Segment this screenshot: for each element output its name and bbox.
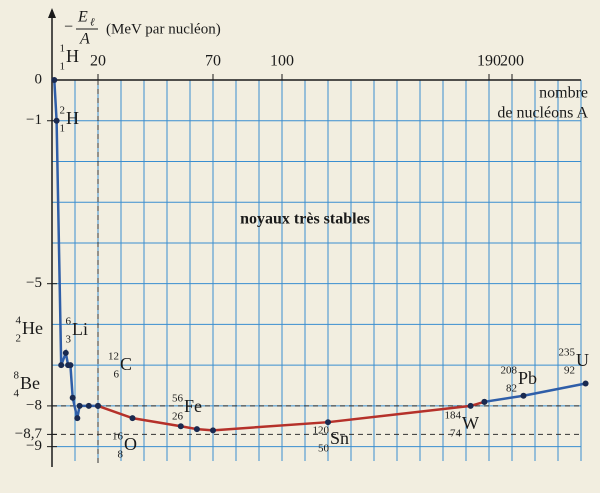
data-point [582, 380, 589, 387]
nuclide-symbol: H [66, 46, 79, 66]
nuclide-charge: 3 [66, 334, 72, 346]
data-point [520, 392, 527, 399]
nuclide-mass: 8 [14, 370, 20, 382]
y-label-subscript: ℓ [90, 17, 95, 29]
nuclide-symbol: W [462, 413, 479, 433]
nuclide-mass: 12 [108, 351, 119, 363]
nuclide-symbol: C [120, 354, 132, 374]
x-tick-label: 20 [90, 53, 106, 70]
nuclide-mass: 6 [66, 316, 72, 328]
y-label-sign: − [64, 19, 73, 36]
grid [52, 80, 582, 461]
nuclide-charge: 2 [16, 333, 22, 345]
data-point [325, 419, 331, 426]
data-point [76, 402, 83, 409]
x-tick-label: 190 [477, 53, 501, 70]
x-tick-label: 100 [270, 53, 294, 70]
y-label-numerator: E [77, 9, 88, 26]
nuclide-charge: 1 [60, 61, 66, 73]
data-point [69, 394, 76, 401]
nuclide-charge: 74 [450, 428, 462, 440]
nuclide-mass: 184 [445, 410, 462, 422]
nuclide-symbol: Fe [184, 396, 202, 416]
nuclide-symbol: He [22, 318, 43, 338]
data-point [53, 117, 60, 124]
nuclide-mass: 120 [313, 425, 330, 437]
data-point [129, 415, 136, 422]
nuclide-mass: 2 [60, 105, 66, 117]
y-tick-label: −8 [26, 397, 42, 413]
data-point [58, 362, 65, 369]
y-tick-label: −9 [26, 438, 42, 454]
data-point [210, 427, 216, 434]
nuclide-symbol: Be [20, 373, 40, 393]
x-label-line: de nucléons A [497, 105, 588, 122]
data-point [74, 415, 81, 422]
nuclide-charge: 82 [506, 383, 517, 395]
y-tick-label: −5 [26, 275, 42, 291]
nuclide-symbol: H [66, 108, 79, 128]
annotation: noyaux très stables [240, 211, 370, 228]
nuclide-symbol: Li [72, 319, 88, 339]
data-point [62, 349, 69, 356]
y-tick-label: −1 [26, 112, 42, 128]
x-tick-label: 200 [500, 53, 524, 70]
data-point [481, 398, 488, 405]
nuclide-mass: 208 [501, 365, 518, 377]
y-axis-label: − E ℓ A (MeV par nucléon) [64, 9, 221, 48]
curve [97, 400, 485, 432]
data-point [177, 423, 184, 430]
nuclide-symbol: O [124, 434, 137, 454]
data-point [95, 402, 101, 409]
nuclide-charge: 50 [318, 443, 330, 455]
y-label-unit: (MeV par nucléon) [106, 21, 221, 37]
data-point [467, 402, 474, 409]
nuclide-symbol: U [576, 350, 589, 370]
origin-label: 0 [35, 71, 43, 87]
nuclide-mass: 235 [559, 347, 576, 359]
data-point [51, 77, 58, 83]
x-label-line: nombre [539, 85, 588, 102]
nuclide-mass: 4 [16, 315, 22, 327]
nuclide-charge: 92 [564, 365, 575, 377]
y-label-denominator: A [79, 31, 90, 48]
nuclide-charge: 6 [114, 369, 120, 381]
nuclide-mass: 1 [60, 43, 66, 55]
y-axis-arrow [48, 8, 56, 18]
x-tick-label: 70 [205, 53, 221, 70]
nuclide-mass: 16 [112, 431, 124, 443]
nuclide-symbol: Pb [518, 368, 537, 388]
nuclide-charge: 8 [118, 449, 124, 461]
y-tick-label: −8,7 [15, 426, 43, 442]
nuclide-charge: 1 [60, 123, 66, 135]
data-point [193, 426, 200, 433]
data-point [67, 362, 74, 369]
data-point [85, 402, 92, 409]
nuclide-symbol: Sn [330, 428, 349, 448]
nuclide-mass: 56 [172, 393, 184, 405]
nuclide-charge: 26 [172, 411, 184, 423]
nuclide-charge: 4 [14, 388, 20, 400]
